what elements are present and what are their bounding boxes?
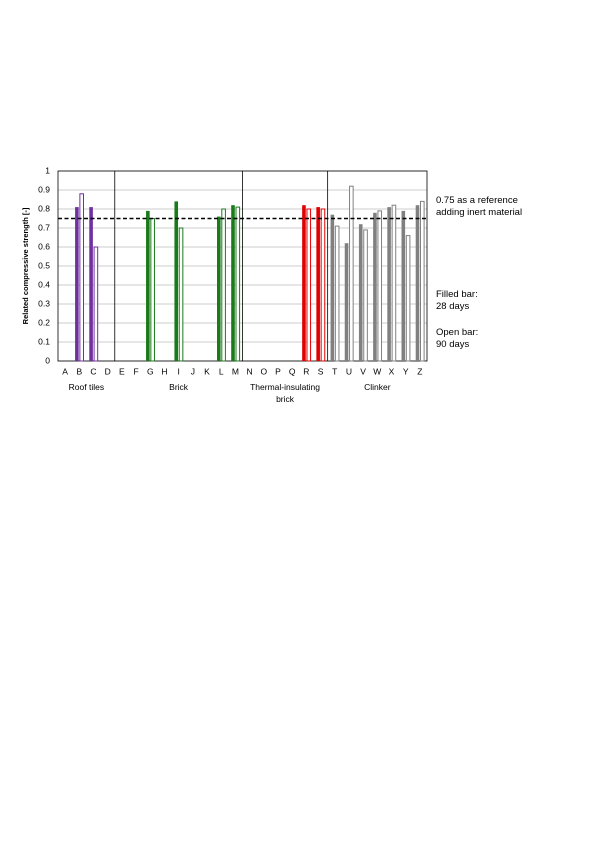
x-tick-label: Q — [289, 366, 296, 376]
x-tick-label: G — [147, 366, 154, 376]
y-tick-label: 0.6 — [38, 241, 50, 251]
bar-filled — [316, 207, 320, 361]
bar-open — [377, 210, 383, 362]
x-tick-label: Y — [403, 366, 409, 376]
group-label: Thermal-insulating brick — [250, 382, 321, 404]
x-tick-label: I — [177, 366, 179, 376]
bar-open — [150, 218, 155, 362]
x-tick-label: R — [303, 366, 309, 376]
y-tick-label: 0.7 — [38, 222, 50, 232]
x-tick-label: H — [161, 366, 167, 376]
x-tick-label: M — [232, 366, 239, 376]
bar-open — [320, 208, 326, 362]
x-tick-label: E — [119, 366, 125, 376]
x-tick-label: T — [332, 366, 337, 376]
x-tick-label: A — [62, 366, 68, 376]
x-tick-label: X — [389, 366, 395, 376]
bar-filled — [401, 210, 406, 361]
x-tick-label: D — [105, 366, 111, 376]
y-tick-label: 0.4 — [38, 279, 50, 289]
annotation: Filled bar: — [436, 289, 478, 300]
bar-open — [93, 246, 99, 362]
bar-open — [235, 206, 241, 362]
bar-open — [363, 229, 368, 362]
x-tick-label: F — [133, 366, 138, 376]
bar-open — [349, 185, 354, 362]
x-tick-label: O — [260, 366, 267, 376]
x-tick-label: C — [90, 366, 96, 376]
bar-filled — [75, 207, 79, 361]
y-tick-label: 0.3 — [38, 298, 50, 308]
bar-filled — [231, 205, 235, 361]
annotation: 28 days — [436, 301, 470, 312]
x-tick-label: S — [318, 366, 324, 376]
bar-filled — [89, 207, 93, 361]
x-tick-label: K — [204, 366, 210, 376]
group-label: Brick — [169, 382, 189, 392]
group-label: Roof tiles — [68, 382, 105, 392]
x-tick-label: W — [373, 366, 381, 376]
bar-filled — [358, 224, 363, 361]
bar-filled — [344, 243, 349, 361]
y-tick-label: 0.9 — [38, 184, 50, 194]
x-tick-label: V — [360, 366, 366, 376]
x-tick-label: B — [76, 366, 82, 376]
bar-open — [79, 193, 84, 362]
x-tick-label: L — [219, 366, 224, 376]
bar-filled — [174, 201, 179, 361]
y-tick-label: 1 — [45, 165, 50, 175]
annotation: adding inert material — [436, 207, 523, 218]
annotation: 90 days — [436, 339, 470, 350]
annotation: Open bar: — [436, 327, 479, 338]
bar-open — [420, 200, 425, 362]
bar-filled — [330, 214, 335, 361]
bar-open — [306, 208, 312, 362]
bar-filled — [415, 205, 420, 361]
y-tick-label: 0.2 — [38, 317, 50, 327]
group-label: Clinker — [364, 382, 391, 392]
y-tick-label: 0.5 — [38, 260, 50, 270]
x-tick-label: Z — [417, 366, 422, 376]
bar-open — [334, 225, 340, 362]
bar-filled — [302, 205, 306, 361]
x-tick-label: J — [191, 366, 195, 376]
bar-filled — [146, 210, 150, 361]
bar-open — [178, 227, 184, 362]
y-tick-label: 0 — [45, 355, 50, 365]
annotation: 0.75 as a reference — [436, 195, 518, 206]
y-tick-label: 0.1 — [38, 336, 50, 346]
x-tick-label: P — [275, 366, 281, 376]
bar-open — [405, 235, 411, 362]
y-axis-label: Related compressive strength [-] — [21, 207, 30, 324]
bar-filled — [373, 212, 377, 361]
bar-filled — [217, 216, 221, 361]
bar-open — [221, 208, 226, 362]
y-tick-label: 0.8 — [38, 203, 50, 213]
x-tick-label: N — [247, 366, 253, 376]
bar-open — [391, 204, 397, 362]
x-tick-label: U — [346, 366, 352, 376]
bar-filled — [387, 207, 391, 361]
